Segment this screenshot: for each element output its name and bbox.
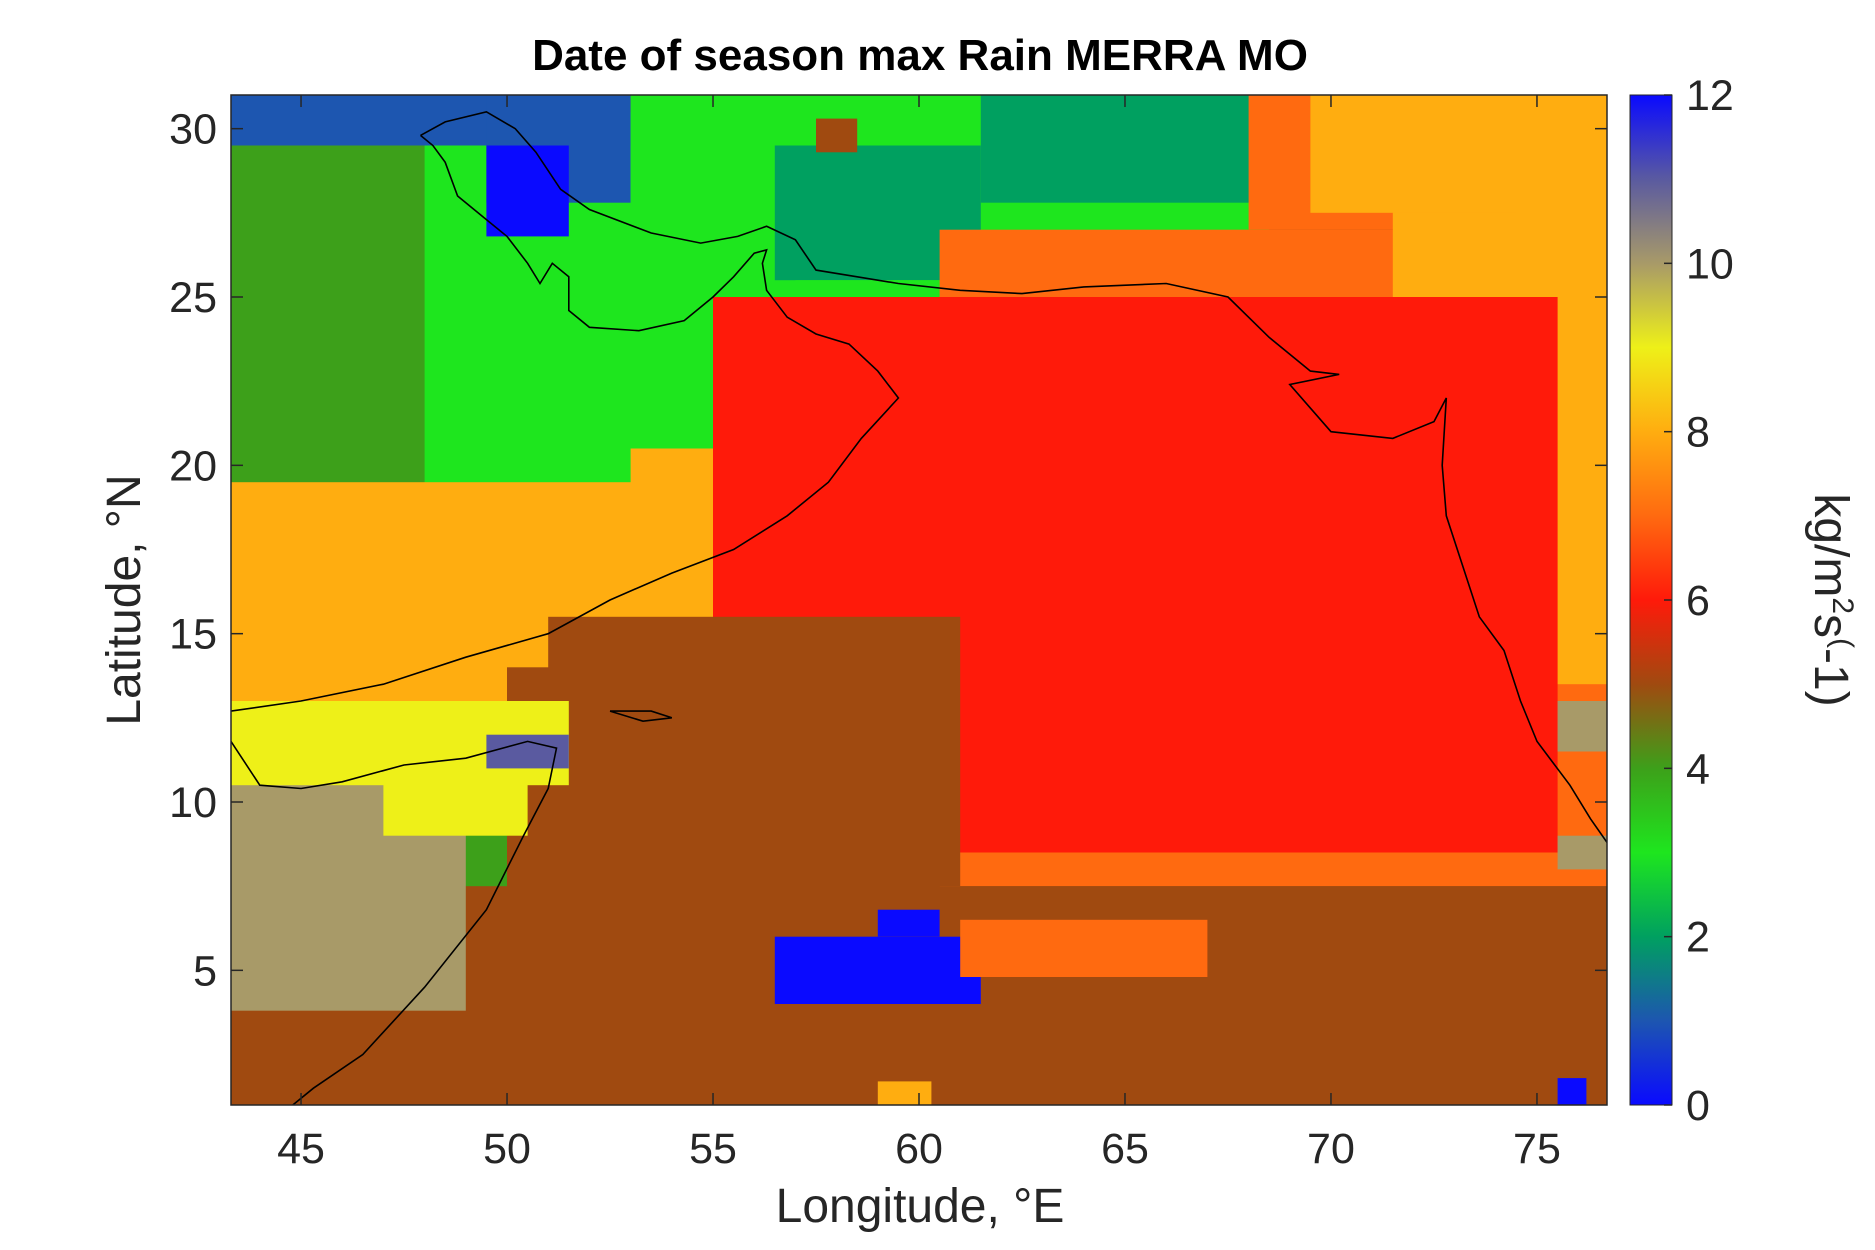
x-tick-label: 50	[483, 1125, 531, 1173]
heatmap-cell-region	[877, 909, 940, 937]
x-axis: 45 50 55 60 65 70 75	[277, 95, 1561, 1173]
coastline	[609, 710, 673, 723]
heatmap-cell-region	[507, 667, 940, 1105]
x-tick-label: 45	[277, 1125, 325, 1173]
coastline	[231, 134, 900, 712]
y-tick-label: 25	[169, 274, 217, 322]
y-axis: 5 10 15 20 25 30	[169, 106, 1607, 995]
colorbar-axis: 0 2 4 6 8 10 12	[1664, 72, 1734, 1130]
heatmap-cell-region	[486, 145, 569, 237]
x-axis-label: Longitude, °E	[776, 1180, 1065, 1233]
coastline	[231, 740, 558, 1105]
y-tick-label: 10	[169, 779, 217, 827]
heatmap-cell-region	[1557, 701, 1607, 752]
colorbar-tick-label: 12	[1686, 72, 1734, 120]
colorbar-tick-label: 4	[1686, 745, 1710, 793]
coastlines	[231, 110, 1607, 1105]
x-tick-label: 70	[1307, 1125, 1355, 1173]
x-tick-label: 60	[895, 1125, 943, 1173]
heatmap-cell-region	[877, 1081, 932, 1105]
heatmap-cell-region	[1557, 1078, 1587, 1105]
x-tick-label: 55	[689, 1125, 737, 1173]
x-tick-label: 75	[1513, 1125, 1561, 1173]
y-tick-label: 15	[169, 611, 217, 659]
heatmap-cell-region	[1557, 835, 1607, 870]
colorbar-tick-label: 2	[1686, 914, 1710, 962]
heatmap-cell-region	[980, 95, 1270, 203]
colorbar-tick-label: 6	[1686, 577, 1710, 625]
y-tick-label: 30	[169, 106, 217, 154]
y-axis-label: Latitude, °N	[98, 474, 151, 725]
heatmap-cell-region	[960, 919, 1208, 977]
heatmap-cell-region	[816, 118, 858, 153]
y-tick-label: 5	[193, 947, 217, 995]
chart-title: Date of season max Rain MERRA MO	[532, 31, 1308, 80]
heatmap-cell-region	[774, 936, 981, 1004]
heatmap-cell-region	[1310, 95, 1517, 213]
heatmap-cells	[231, 95, 1607, 1105]
colorbar-label: kg/m2s(-1)	[1804, 493, 1859, 706]
colorbar-tick-label: 0	[1686, 1082, 1710, 1130]
y-tick-label: 20	[169, 442, 217, 490]
x-tick-label: 65	[1101, 1125, 1149, 1173]
colorbar-tick-label: 10	[1686, 240, 1734, 288]
colorbar-tick-label: 8	[1686, 409, 1710, 457]
coastline	[420, 110, 1607, 843]
